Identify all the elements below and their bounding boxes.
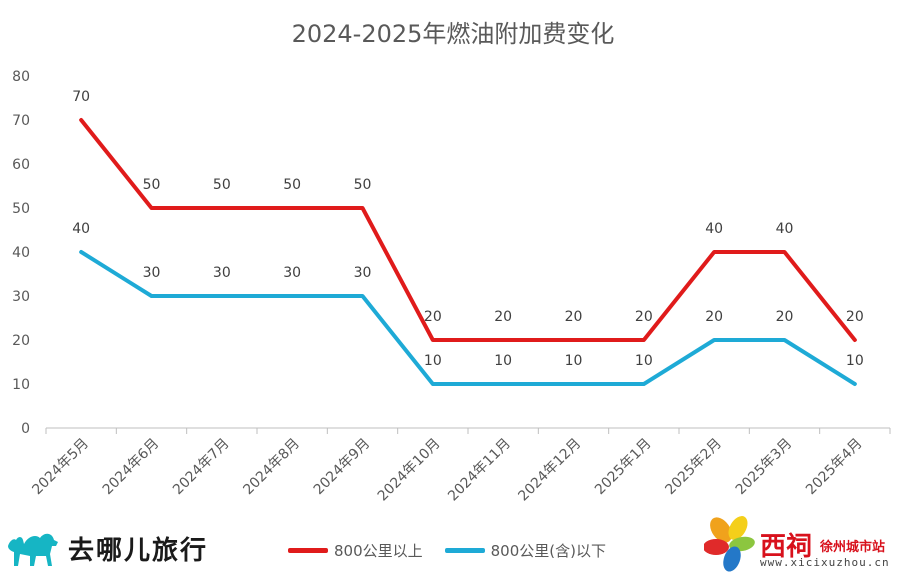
- data-label-series-2: 30: [213, 265, 231, 281]
- data-label-series-2: 10: [494, 353, 512, 369]
- y-tick-label: 60: [12, 157, 30, 173]
- data-label-series-2: 30: [354, 265, 372, 281]
- data-label-series-1: 40: [705, 221, 723, 237]
- x-tick-label: 2024年12月: [515, 436, 584, 505]
- data-label-series-2: 10: [846, 353, 864, 369]
- y-tick-label: 40: [12, 245, 30, 261]
- x-tick-label: 2024年5月: [29, 436, 92, 499]
- legend-item-1: 800公里以上: [288, 540, 423, 561]
- data-label-series-1: 20: [424, 309, 442, 325]
- data-label-series-2: 10: [635, 353, 653, 369]
- data-labels: 70 50 50 50 50 20 20 20 20 40 40 20 40 30 30 30 30 10 10 10…: [72, 89, 863, 369]
- x-tick-label: 2024年9月: [311, 436, 374, 499]
- data-label-series-1: 50: [143, 177, 161, 193]
- x-tick-label: 2024年8月: [240, 436, 303, 499]
- data-label-series-1: 20: [635, 309, 653, 325]
- data-label-series-2: 20: [705, 309, 723, 325]
- x-tick-label: 2025年1月: [592, 436, 655, 499]
- x-tick-label: 2025年2月: [662, 436, 725, 499]
- xici-logo-subtitle: 徐州城市站: [820, 540, 886, 555]
- series-line-1: [79, 118, 857, 342]
- legend-label-1: 800公里以上: [334, 541, 423, 560]
- xici-logo-name: 西祠: [760, 532, 813, 562]
- x-tick-label: 2024年7月: [170, 436, 233, 499]
- data-label-series-1: 50: [213, 177, 231, 193]
- x-tick-label: 2025年4月: [803, 436, 866, 499]
- data-label-series-2: 10: [565, 353, 583, 369]
- data-label-series-1: 50: [283, 177, 301, 193]
- y-tick-label: 70: [12, 113, 30, 129]
- y-tick-label: 30: [12, 289, 30, 305]
- data-label-series-1: 20: [494, 309, 512, 325]
- data-label-series-2: 30: [283, 265, 301, 281]
- legend-swatch-1: [288, 547, 328, 553]
- data-label-series-1: 70: [72, 89, 90, 105]
- legend-label-2: 800公里(含)以下: [490, 541, 606, 560]
- xici-logo-url: www.xicixuzhou.cn: [760, 556, 890, 569]
- legend-swatch-2: [444, 547, 485, 553]
- series-line-2: [79, 250, 857, 386]
- qunar-logo-text: 去哪儿旅行: [68, 535, 209, 566]
- data-label-series-1: 20: [565, 309, 583, 325]
- legend: 800公里以上 800公里(含)以下: [288, 536, 628, 564]
- data-label-series-1: 20: [846, 309, 864, 325]
- x-tick-label: 2024年6月: [100, 436, 163, 499]
- y-tick-label: 80: [12, 69, 30, 85]
- series-lines: [79, 118, 857, 386]
- legend-item-2: 800公里(含)以下: [444, 540, 606, 561]
- pinwheel-icon: [704, 516, 755, 572]
- data-label-series-1: 40: [776, 221, 794, 237]
- x-tick-label: 2024年11月: [445, 436, 514, 505]
- y-tick-label: 10: [12, 377, 30, 393]
- data-label-series-2: 40: [72, 221, 90, 237]
- x-tick-label: 2025年3月: [733, 436, 796, 499]
- data-label-series-2: 30: [143, 265, 161, 281]
- xici-logo: 西祠 徐州城市站 www.xicixuzhou.cn: [704, 512, 904, 574]
- camel-icon: [8, 533, 58, 566]
- data-label-series-1: 50: [354, 177, 372, 193]
- y-tick-label: 0: [21, 421, 30, 437]
- data-label-series-2: 10: [424, 353, 442, 369]
- chart-title: 2024-2025年燃油附加费变化: [291, 20, 615, 48]
- y-tick-label: 20: [12, 333, 30, 349]
- data-label-series-2: 20: [776, 309, 794, 325]
- axes: [45, 427, 891, 434]
- qunar-logo: 去哪儿旅行: [6, 528, 208, 568]
- y-tick-label: 50: [12, 201, 30, 217]
- x-tick-label: 2024年10月: [375, 436, 444, 505]
